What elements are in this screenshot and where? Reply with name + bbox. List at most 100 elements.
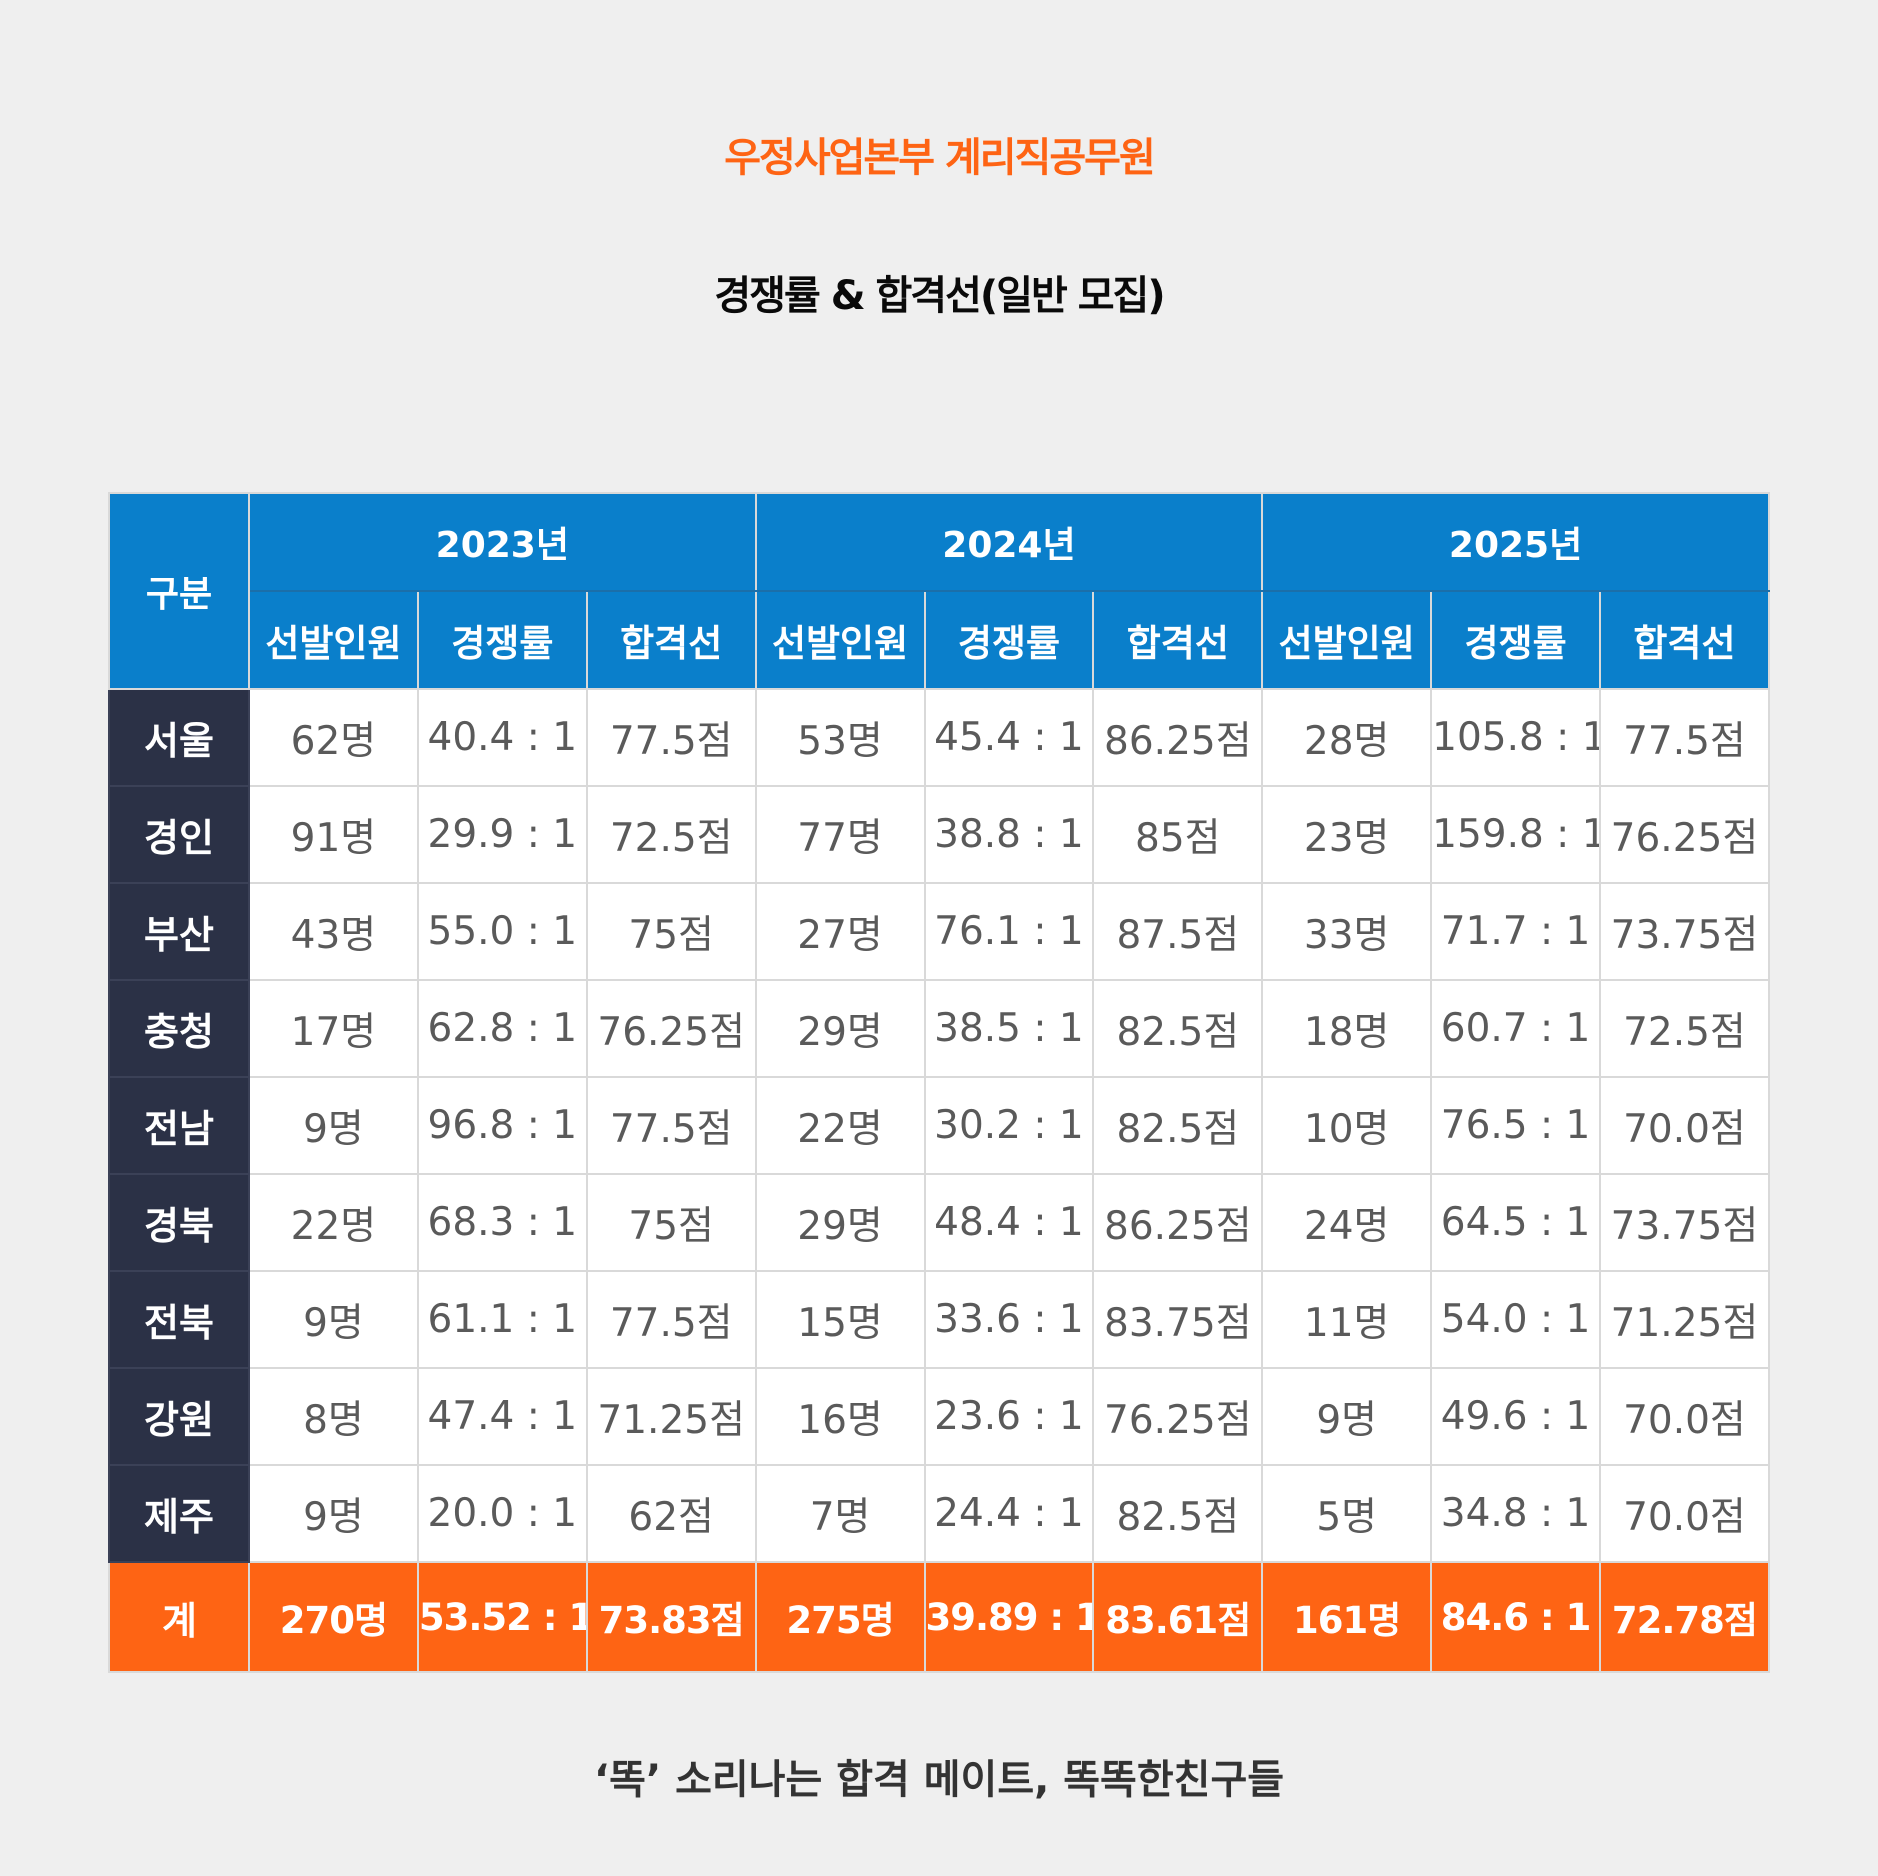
total-cell: 53.52 : 1 xyxy=(416,1561,588,1673)
region-label: 전남 xyxy=(108,1076,250,1175)
table-row: 서울 62명 40.4 : 1 77.5점 53명 45.4 : 1 86.25점 28명 10… xyxy=(108,688,1770,787)
table-body: 서울 62명 40.4 : 1 77.5점 53명 45.4 : 1 86.25점 28명 10… xyxy=(108,688,1770,1673)
table-cell: 16명 xyxy=(754,1367,926,1466)
recruitment-table: 구분 2023년 2024년 2025년 선발인원 경쟁률 합격선 선발인원 경쟁률 합격… xyxy=(108,492,1770,1673)
column-header: 경쟁률 xyxy=(416,590,588,690)
table-cell: 33명 xyxy=(1261,882,1433,981)
table-cell: 62점 xyxy=(585,1464,757,1563)
table-cell: 10명 xyxy=(1261,1076,1433,1175)
total-cell: 73.83점 xyxy=(585,1561,757,1673)
table-cell: 77.5점 xyxy=(585,1270,757,1369)
table-cell: 73.75점 xyxy=(1599,1173,1770,1272)
table-cell: 5명 xyxy=(1261,1464,1433,1563)
table-cell: 45.4 : 1 xyxy=(923,688,1095,787)
table-cell: 38.8 : 1 xyxy=(923,785,1095,884)
table-cell: 29명 xyxy=(754,1173,926,1272)
table-cell: 62.8 : 1 xyxy=(416,979,588,1078)
region-label: 경북 xyxy=(108,1173,250,1272)
table-cell: 71.7 : 1 xyxy=(1430,882,1601,981)
column-header: 선발인원 xyxy=(1261,590,1433,690)
table-cell: 24.4 : 1 xyxy=(923,1464,1095,1563)
table-cell: 77.5점 xyxy=(585,1076,757,1175)
table-cell: 9명 xyxy=(248,1076,419,1175)
table-cell: 61.1 : 1 xyxy=(416,1270,588,1369)
table-cell: 30.2 : 1 xyxy=(923,1076,1095,1175)
table-cell: 22명 xyxy=(754,1076,926,1175)
table-cell: 60.7 : 1 xyxy=(1430,979,1601,1078)
table-cell: 24명 xyxy=(1261,1173,1433,1272)
table-cell: 70.0점 xyxy=(1599,1367,1770,1466)
total-label: 계 xyxy=(108,1561,250,1673)
year-header: 2024년 xyxy=(754,492,1264,592)
year-header: 2025년 xyxy=(1261,492,1770,592)
total-cell: 275명 xyxy=(754,1561,926,1673)
table-cell: 18명 xyxy=(1261,979,1433,1078)
table-cell: 23.6 : 1 xyxy=(923,1367,1095,1466)
table-cell: 96.8 : 1 xyxy=(416,1076,588,1175)
table-cell: 82.5점 xyxy=(1092,1076,1264,1175)
table-cell: 77.5점 xyxy=(585,688,757,787)
table-cell: 53명 xyxy=(754,688,926,787)
table-cell: 9명 xyxy=(1261,1367,1433,1466)
table-cell: 33.6 : 1 xyxy=(923,1270,1095,1369)
table-cell: 86.25점 xyxy=(1092,688,1264,787)
table-cell: 28명 xyxy=(1261,688,1433,787)
region-label: 전북 xyxy=(108,1270,250,1369)
table-cell: 23명 xyxy=(1261,785,1433,884)
table-cell: 7명 xyxy=(754,1464,926,1563)
column-header: 합격선 xyxy=(1599,590,1770,690)
total-row: 계 270명 53.52 : 1 73.83점 275명 39.89 : 1 83.61점 1… xyxy=(108,1561,1770,1673)
table-cell: 17명 xyxy=(248,979,419,1078)
table-cell: 11명 xyxy=(1261,1270,1433,1369)
total-cell: 83.61점 xyxy=(1092,1561,1264,1673)
table-cell: 159.8 : 1 xyxy=(1430,785,1601,884)
region-label: 제주 xyxy=(108,1464,250,1563)
table-cell: 71.25점 xyxy=(585,1367,757,1466)
table-row: 경인 91명 29.9 : 1 72.5점 77명 38.8 : 1 85점 23명 159.8… xyxy=(108,785,1770,884)
table-cell: 9명 xyxy=(248,1464,419,1563)
total-cell: 72.78점 xyxy=(1599,1561,1770,1673)
table-cell: 34.8 : 1 xyxy=(1430,1464,1601,1563)
table-cell: 48.4 : 1 xyxy=(923,1173,1095,1272)
column-header: 경쟁률 xyxy=(1430,590,1601,690)
footer-slogan: ‘똑’ 소리나는 합격 메이트, 똑똑한친구들 xyxy=(593,1757,1285,1803)
table-cell: 54.0 : 1 xyxy=(1430,1270,1601,1369)
table-cell: 20.0 : 1 xyxy=(416,1464,588,1563)
table-row: 경북 22명 68.3 : 1 75점 29명 48.4 : 1 86.25점 24명 64.5… xyxy=(108,1173,1770,1272)
table-cell: 40.4 : 1 xyxy=(416,688,588,787)
table-cell: 105.8 : 1 xyxy=(1430,688,1601,787)
table-cell: 70.0점 xyxy=(1599,1076,1770,1175)
table-row: 충청 17명 62.8 : 1 76.25점 29명 38.5 : 1 82.5점 18명 60… xyxy=(108,979,1770,1078)
table-cell: 64.5 : 1 xyxy=(1430,1173,1601,1272)
table-cell: 55.0 : 1 xyxy=(416,882,588,981)
table-cell: 15명 xyxy=(754,1270,926,1369)
table-cell: 72.5점 xyxy=(1599,979,1770,1078)
column-header: 합격선 xyxy=(1092,590,1264,690)
table-cell: 29명 xyxy=(754,979,926,1078)
table-cell: 87.5점 xyxy=(1092,882,1264,981)
table-cell: 83.75점 xyxy=(1092,1270,1264,1369)
year-header: 2023년 xyxy=(248,492,757,592)
table-cell: 77.5점 xyxy=(1599,688,1770,787)
table-cell: 86.25점 xyxy=(1092,1173,1264,1272)
total-cell: 270명 xyxy=(248,1561,419,1673)
table-cell: 27명 xyxy=(754,882,926,981)
subheader-row: 선발인원 경쟁률 합격선 선발인원 경쟁률 합격선 선발인원 경쟁률 합격선 xyxy=(109,590,1770,690)
table-row: 전남 9명 96.8 : 1 77.5점 22명 30.2 : 1 82.5점 10명 76.5… xyxy=(108,1076,1770,1175)
total-cell: 39.89 : 1 xyxy=(923,1561,1095,1673)
table-row: 강원 8명 47.4 : 1 71.25점 16명 23.6 : 1 76.25점 9명 49.… xyxy=(108,1367,1770,1466)
table-cell: 91명 xyxy=(248,785,419,884)
table-cell: 72.5점 xyxy=(585,785,757,884)
region-label: 경인 xyxy=(108,785,250,884)
column-header: 경쟁률 xyxy=(923,590,1095,690)
page-subtitle: 경쟁률 & 합격선(일반 모집) xyxy=(714,273,1165,319)
table-cell: 82.5점 xyxy=(1092,1464,1264,1563)
table-cell: 8명 xyxy=(248,1367,419,1466)
region-label: 충청 xyxy=(108,979,250,1078)
region-label: 서울 xyxy=(108,688,250,787)
page-title: 우정사업본부 계리직공무원 xyxy=(724,135,1156,181)
table-cell: 76.25점 xyxy=(1599,785,1770,884)
table-cell: 76.5 : 1 xyxy=(1430,1076,1601,1175)
table-cell: 29.9 : 1 xyxy=(416,785,588,884)
table-cell: 76.25점 xyxy=(1092,1367,1264,1466)
